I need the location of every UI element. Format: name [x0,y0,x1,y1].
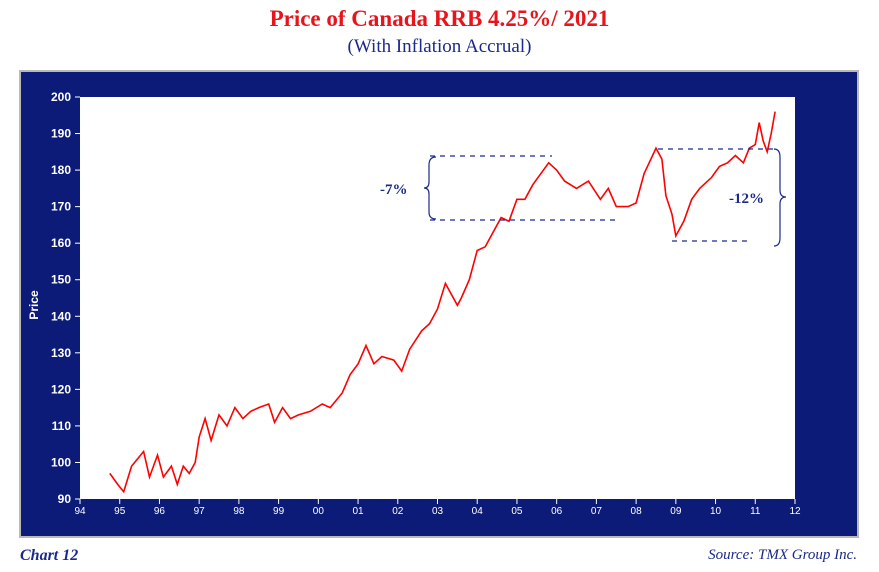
y-tick-label: 190 [51,127,71,141]
x-tick-label: 03 [432,506,444,517]
y-axis-label: Price [27,290,41,320]
y-tick-label: 200 [51,90,71,104]
chart-subtitle: (With Inflation Accrual) [347,36,532,57]
y-tick-label: 150 [51,273,71,287]
x-tick-label: 12 [789,506,801,517]
x-tick-label: 07 [591,506,603,517]
y-tick-label: 160 [51,236,71,250]
x-tick-label: 02 [392,506,404,517]
y-tick-label: 140 [51,309,71,323]
x-tick-label: 05 [511,506,523,517]
annotation-7-label: -7% [380,182,408,198]
x-tick-label: 95 [114,506,126,517]
y-tick-label: 180 [51,163,71,177]
y-tick-label: 100 [51,455,71,469]
x-tick-label: 94 [74,506,86,517]
y-tick-label: 130 [51,346,71,360]
price-line [109,111,776,494]
y-tick-label: 120 [51,382,71,396]
annotation-12-brace [773,148,787,247]
annotation-7-brace [423,156,437,220]
x-tick-label: 01 [352,506,364,517]
x-tick-label: 98 [233,506,245,517]
x-tick-label: 04 [472,506,484,517]
chart-number-label: Chart 12 [20,547,79,564]
x-tick-label: 06 [551,506,563,517]
source-label: Source: TMX Group Inc. [708,547,857,563]
x-tick-label: 96 [154,506,166,517]
x-tick-label: 08 [631,506,643,517]
plot-area [80,97,795,499]
x-tick-label: 10 [710,506,722,517]
x-tick-label: 11 [750,506,761,517]
x-tick-label: 97 [194,506,206,517]
y-tick-label: 90 [58,492,72,506]
annotation-12-label: -12% [729,191,764,207]
x-tick-label: 00 [313,506,325,517]
y-tick-label: 110 [52,419,72,433]
x-tick-label: 09 [670,506,682,517]
chart-title: Price of Canada RRB 4.25%/ 2021 [269,6,610,31]
x-tick-label: 99 [273,506,285,517]
y-tick-label: 170 [51,200,71,214]
